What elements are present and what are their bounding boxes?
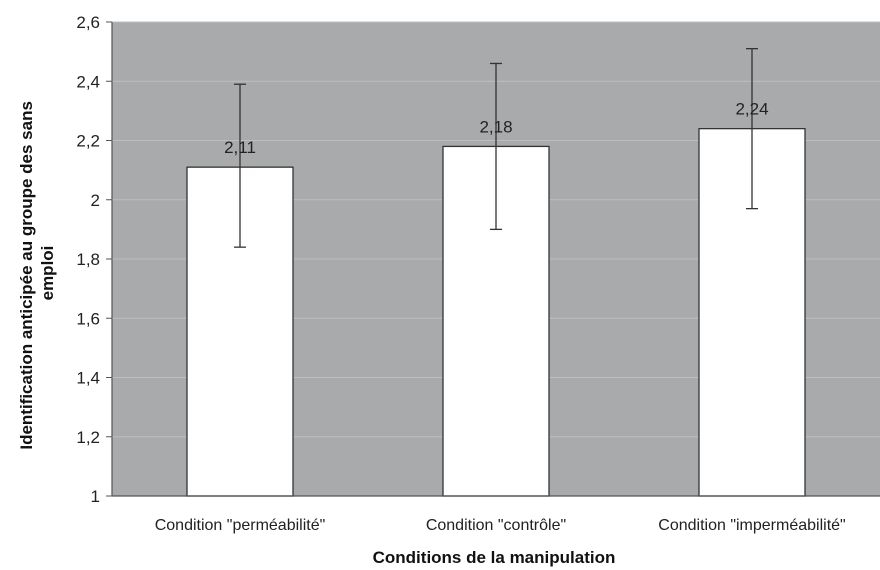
data-label: 2,18	[479, 117, 512, 136]
y-tick-label: 1	[91, 487, 100, 506]
x-axis-title: Conditions de la manipulation	[373, 548, 616, 567]
x-axis-categories: Condition "perméabilité" Condition "contr…	[155, 517, 846, 534]
y-tick-label: 2,6	[76, 13, 100, 32]
data-label: 2,11	[224, 138, 256, 157]
error-bars	[234, 48, 758, 248]
data-labels: 2,11 2,18 2,24	[224, 100, 768, 158]
y-tick-label: 1,6	[76, 309, 100, 328]
x-tick-label: Condition "contrôle"	[426, 517, 566, 534]
y-tick-label: 2	[91, 191, 100, 210]
y-tick-label: 1,2	[76, 428, 100, 447]
y-axis-title-line-1: Identification anticipée au groupe des s…	[17, 101, 36, 450]
x-tick-label: Condition "imperméabilité"	[658, 517, 845, 534]
bars	[186, 127, 806, 497]
y-tick-label: 1,8	[76, 250, 100, 269]
x-tick-label: Condition "perméabilité"	[155, 517, 326, 534]
y-axis-ticks: 1 1,2 1,4 1,6 1,8 2 2,2 2,4 2,6	[76, 13, 112, 506]
y-axis-title-line-2: emploi	[38, 246, 57, 301]
y-tick-label: 2,2	[76, 132, 100, 151]
data-label: 2,24	[735, 100, 768, 119]
y-axis-title: Identification anticipée au groupe des s…	[17, 96, 57, 449]
y-tick-label: 2,4	[76, 72, 100, 91]
y-tick-label: 1,4	[76, 369, 100, 388]
